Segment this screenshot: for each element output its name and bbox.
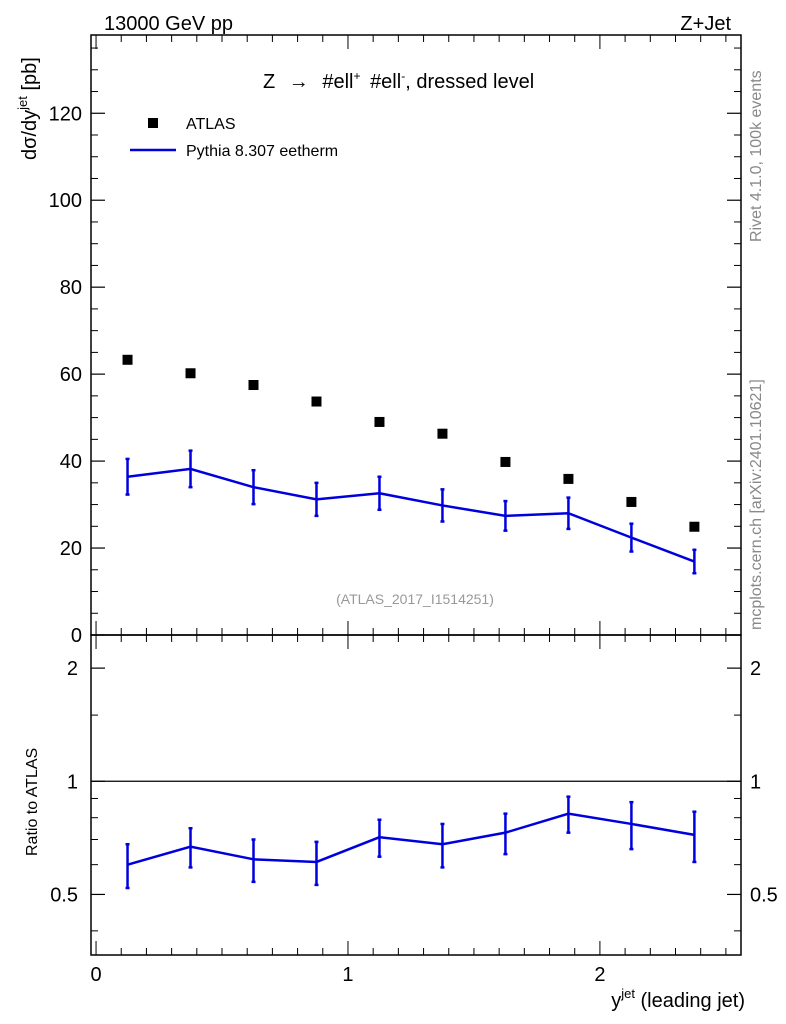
atlas-point	[563, 473, 574, 484]
main-y-tick-label: 120	[49, 103, 82, 125]
atlas-point	[122, 354, 133, 365]
ratio-line	[127, 812, 695, 866]
atlas-point	[374, 416, 385, 427]
atlas-point	[689, 521, 700, 532]
main-y-tick-label: 60	[60, 364, 82, 386]
main-y-tick-label: 80	[60, 277, 82, 299]
ratio-x-tick-label: 1	[342, 964, 353, 986]
rivet-label: Rivet 4.1.0, 100k events	[748, 70, 765, 242]
y-axis-label-unit: [pb]	[19, 57, 41, 96]
ratio-x-tick-label: 2	[594, 964, 605, 986]
title-sup2: -	[401, 69, 405, 83]
pythia-line	[127, 467, 695, 563]
x-axis-label: yjet (leading jet)	[611, 986, 745, 1012]
legend: ATLAS Pythia 8.307 eetherm	[130, 116, 338, 160]
title-lepton2: #ell	[370, 71, 401, 93]
ratio-x-tick-label: 0	[90, 964, 101, 986]
ratio-y-tick-label-right: 0.5	[750, 884, 778, 906]
ratio-y-tick-label-right: 2	[750, 658, 761, 680]
ratio-data	[125, 795, 697, 890]
x-axis-label-rest: (leading jet)	[635, 990, 745, 1012]
y-axis-label: dσ/dyjet [pb]	[15, 57, 41, 160]
energy-label: 13000 GeV pp	[104, 13, 233, 35]
title-lhs: Z	[263, 71, 275, 93]
ratio-y-tick-label: 0.5	[50, 884, 78, 906]
legend-atlas-marker	[148, 118, 158, 128]
ratio-y-tick-label: 1	[67, 771, 78, 793]
y-axis-label-main: dσ/dy	[19, 110, 41, 160]
legend-pythia-label: Pythia 8.307 eetherm	[186, 143, 338, 160]
ratio-panel: 0.5 0.5 1 1 2 2 0 1 2 Ratio to ATLAS yjet (lead…	[24, 634, 778, 1012]
ratio-y-tick-label: 2	[67, 658, 78, 680]
ratio-y-axis: 0.5 0.5 1 1 2 2	[50, 658, 778, 932]
y-axis-label-sup: jet	[15, 96, 30, 111]
atlas-point	[248, 380, 259, 390]
mcplots-label: mcplots.cern.ch [arXiv:2401.10621]	[748, 379, 765, 630]
legend-atlas-label: ATLAS	[186, 116, 236, 133]
title-lepton1: #ell	[322, 71, 353, 93]
ratio-y-tick-label-right: 1	[750, 771, 761, 793]
main-y-tick-label: 40	[60, 451, 82, 473]
main-y-tick-label: 0	[71, 625, 82, 647]
main-x-ticks	[95, 35, 727, 635]
main-y-tick-label: 100	[49, 190, 82, 212]
atlas-point	[626, 496, 637, 507]
analysis-label: Z+Jet	[680, 13, 731, 35]
atlas-point	[311, 396, 322, 407]
atlas-point	[500, 456, 511, 467]
atlas-point	[437, 428, 448, 439]
atlas-point	[185, 368, 196, 379]
main-data	[122, 354, 700, 575]
title-sup1: +	[353, 69, 360, 83]
x-axis-label-main: y	[611, 990, 621, 1012]
title-arrow: →	[289, 71, 309, 93]
watermark: (ATLAS_2017_I1514251)	[336, 591, 494, 607]
ratio-frame	[90, 634, 742, 956]
title-rest: , dressed level	[405, 71, 534, 93]
plot-title: Z → #ell+ #ell-, dressed level	[263, 63, 534, 93]
ratio-y-label: Ratio to ATLAS	[24, 748, 41, 856]
x-axis-label-sup: jet	[620, 986, 635, 1001]
ratio-x-axis: 0 1 2	[90, 635, 727, 986]
main-y-axis: 0 20 40 60 80 100 120	[49, 47, 741, 647]
main-y-tick-label: 20	[60, 538, 82, 560]
